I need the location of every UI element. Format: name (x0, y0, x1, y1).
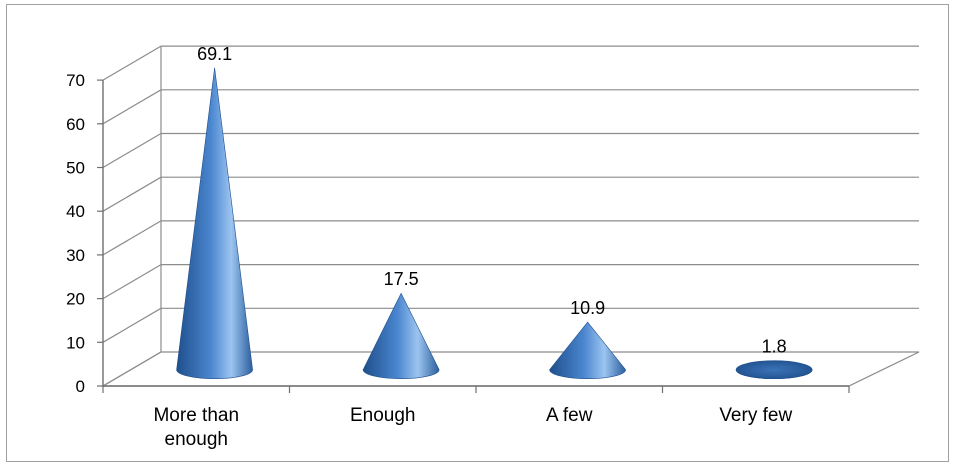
data-label: 69.1 (197, 44, 232, 64)
y-tick-label: 10 (66, 333, 85, 352)
cone-bar (176, 67, 253, 380)
cone-body (176, 67, 253, 380)
cone-body (362, 292, 440, 380)
y-tick-label: 0 (76, 377, 85, 396)
cone-bar (735, 360, 813, 380)
gridline-diagonal (102, 132, 162, 169)
cone-body (549, 321, 626, 380)
y-tick-label: 50 (66, 159, 85, 178)
gridline-diagonal (102, 220, 162, 256)
data-label: 17.5 (384, 269, 419, 289)
y-tick-label: 60 (66, 115, 85, 134)
cone-bar (362, 292, 440, 380)
category-label: More than enough (153, 405, 239, 450)
gridline-diagonal (102, 45, 162, 81)
cone-base (735, 360, 813, 380)
gridline-diagonal (102, 89, 162, 125)
cone-bar-chart: 0 10 20 30 40 50 60 70 69.1 17.5 10.9 1.8 More tha… (66, 44, 920, 450)
cone-bar (549, 321, 626, 380)
category-labels: More than enough Enough A few Very few (153, 405, 792, 450)
y-tick-label: 70 (66, 71, 85, 90)
y-tick-label: 20 (66, 290, 85, 309)
cone-bars (176, 67, 813, 380)
category-label: Very few (719, 405, 792, 426)
category-label: A few (546, 405, 593, 426)
y-tick-label: 30 (66, 246, 85, 265)
gridline-diagonal (102, 176, 162, 212)
category-label: Enough (350, 405, 416, 426)
gridline-diagonal (102, 264, 162, 300)
y-axis-ticks: 0 10 20 30 40 50 60 70 (66, 71, 850, 396)
data-labels: 69.1 17.5 10.9 1.8 (197, 44, 787, 357)
y-tick-label: 40 (66, 202, 85, 221)
data-label: 10.9 (570, 298, 605, 318)
axes (100, 46, 920, 387)
gridlines (102, 45, 919, 387)
data-label: 1.8 (762, 337, 787, 357)
gridline-diagonal (102, 307, 162, 343)
chart-frame: 0 10 20 30 40 50 60 70 69.1 17.5 10.9 1.8 More tha… (6, 4, 949, 462)
